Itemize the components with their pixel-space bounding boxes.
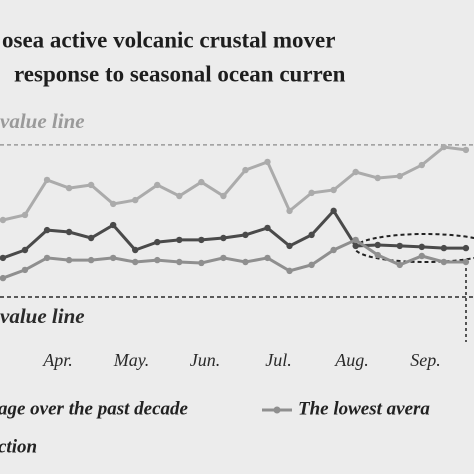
data-point [176, 192, 183, 200]
x-tick-label: Aug. [334, 350, 369, 370]
data-point [0, 216, 7, 224]
legend-label: ction [0, 436, 37, 457]
data-point [21, 246, 29, 254]
data-point [462, 146, 470, 154]
data-point [198, 178, 205, 186]
legend-marker [273, 406, 281, 414]
data-point [440, 258, 448, 266]
chart-title: osea active volcanic crustal mover [2, 27, 335, 52]
series-line [2, 208, 466, 260]
data-point [396, 172, 403, 180]
data-point [154, 181, 161, 189]
chart-title: response to seasonal ocean curren [14, 61, 346, 86]
data-point [176, 236, 183, 244]
data-point [132, 258, 139, 266]
reference-label: value line [0, 304, 85, 328]
data-point [352, 236, 359, 244]
data-point [220, 254, 227, 262]
data-point [176, 258, 183, 266]
data-point [43, 254, 51, 262]
data-point [0, 254, 7, 262]
data-point [109, 254, 117, 262]
series-line [2, 145, 467, 222]
reference-label: value line [0, 109, 85, 133]
data-point [418, 252, 426, 260]
x-tick-label: May. [113, 350, 150, 370]
x-tick-label: Sep. [410, 350, 441, 370]
data-point [0, 274, 7, 282]
data-point [352, 168, 359, 176]
data-point [418, 161, 426, 169]
data-point [109, 200, 117, 208]
data-point [264, 224, 271, 232]
data-point [462, 244, 470, 252]
data-point [21, 211, 29, 219]
data-point [330, 186, 337, 194]
data-point [242, 166, 249, 174]
data-point [154, 256, 161, 264]
data-point [352, 242, 359, 250]
data-point [396, 242, 403, 250]
data-point [308, 261, 315, 269]
data-point [132, 246, 139, 254]
series-line [2, 238, 466, 280]
data-point [374, 174, 381, 182]
data-point [154, 238, 161, 246]
data-point [43, 226, 51, 234]
data-point [21, 266, 29, 274]
data-point [87, 234, 95, 242]
data-point [462, 258, 470, 266]
data-point [264, 254, 271, 262]
data-point [330, 246, 337, 254]
legend-label: The lowest avera [298, 398, 430, 419]
data-point [440, 244, 448, 252]
data-point [286, 207, 293, 215]
data-point [87, 181, 95, 189]
data-point [418, 243, 426, 251]
data-point [65, 184, 73, 192]
data-point [43, 176, 51, 184]
legend-label: age over the past decade [0, 398, 189, 419]
highlight-ellipse [354, 233, 474, 263]
data-point [242, 258, 249, 266]
data-point [374, 241, 381, 249]
data-point [286, 242, 293, 250]
data-point [220, 234, 227, 242]
data-point [242, 231, 249, 239]
data-point [220, 192, 227, 200]
data-point [308, 189, 315, 197]
data-point [396, 261, 403, 269]
x-tick-label: Apr. [42, 350, 73, 370]
data-point [308, 231, 315, 239]
data-point [65, 256, 73, 264]
data-point [286, 267, 293, 275]
data-point [109, 221, 117, 229]
data-point [264, 158, 271, 166]
data-point [87, 256, 95, 264]
x-tick-label: Jul. [265, 350, 292, 370]
data-point [132, 196, 139, 204]
data-point [440, 143, 448, 151]
data-point [198, 259, 205, 267]
data-point [198, 236, 205, 244]
x-tick-label: Jun. [190, 350, 221, 370]
data-point [65, 228, 73, 236]
data-point [374, 251, 381, 259]
data-point [330, 207, 337, 215]
